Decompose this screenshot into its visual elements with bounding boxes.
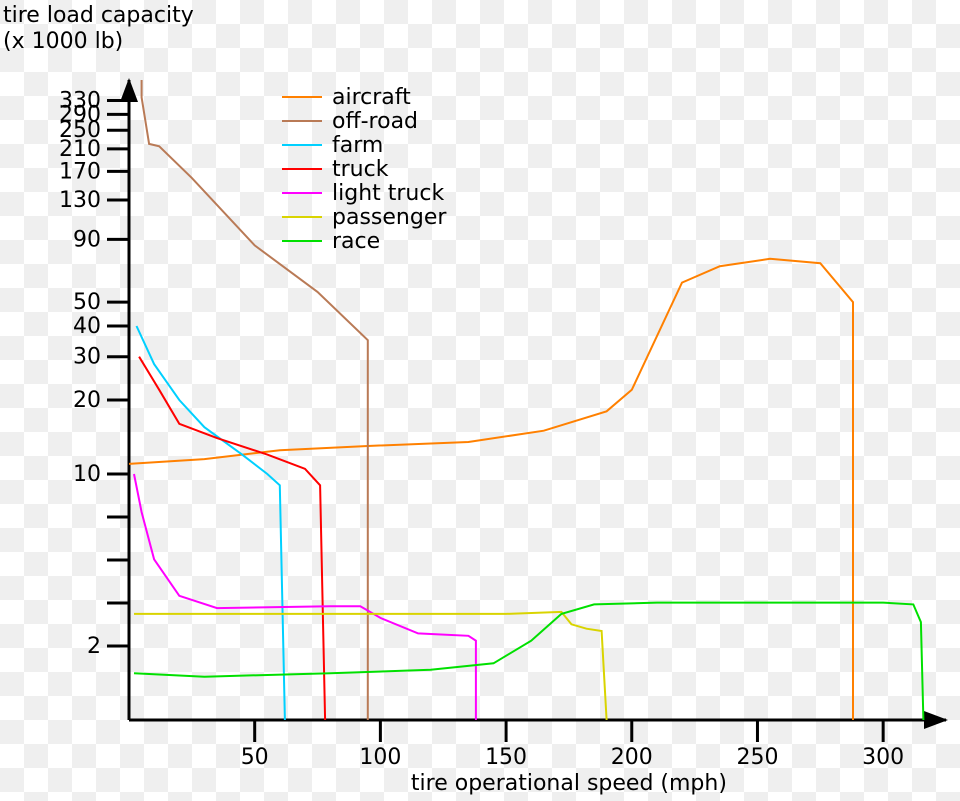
legend-label: race — [332, 229, 380, 254]
y-tick-label: 20 — [73, 388, 101, 413]
y-tick-label: 330 — [59, 89, 101, 114]
x-tick-label: 50 — [241, 745, 269, 770]
y-tick-label: 40 — [73, 314, 101, 339]
x-axis-title: tire operational speed (mph) — [411, 771, 727, 796]
y-tick-label: 2 — [87, 634, 101, 659]
y-tick-label: 130 — [59, 188, 101, 213]
y-tick-label: 10 — [73, 462, 101, 487]
x-tick-label: 300 — [862, 745, 904, 770]
legend-label: aircraft — [332, 85, 411, 110]
y-axis-title-line: (x 1000 lb) — [3, 29, 123, 54]
legend-label: light truck — [332, 181, 444, 206]
y-tick-label: 90 — [73, 227, 101, 252]
x-tick-label: 250 — [736, 745, 778, 770]
x-tick-label: 150 — [485, 745, 527, 770]
x-tick-label: 200 — [611, 745, 653, 770]
y-axis-title-line: tire load capacity — [3, 3, 194, 28]
x-tick-label: 100 — [359, 745, 401, 770]
legend-label: off-road — [332, 109, 418, 134]
legend-label: farm — [332, 133, 383, 158]
legend-label: truck — [332, 157, 389, 182]
legend-label: passenger — [332, 205, 447, 230]
y-tick-label: 30 — [73, 345, 101, 370]
tire-load-chart: tire load capacity(x 1000 lb)21020304050… — [0, 0, 960, 801]
y-tick-label: 170 — [59, 159, 101, 184]
y-tick-label: 50 — [73, 290, 101, 315]
